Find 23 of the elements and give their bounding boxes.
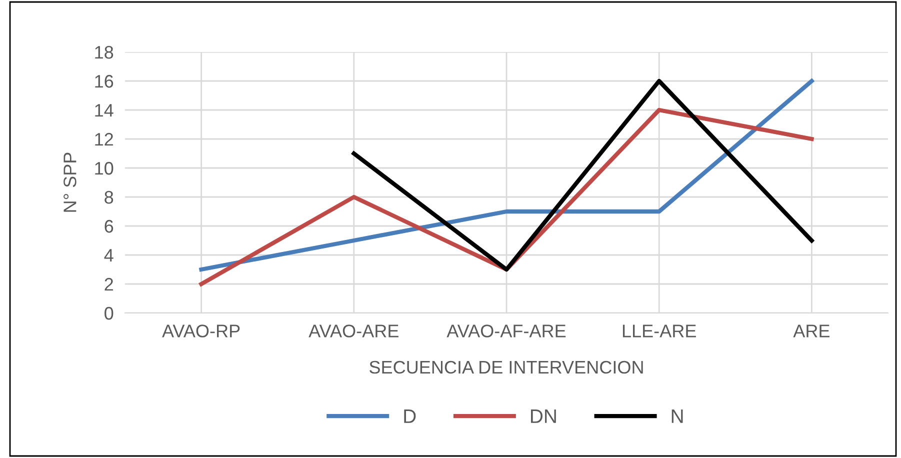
line-series [352,78,814,272]
y-tick-label: 2 [104,278,113,291]
line-series [199,108,814,286]
y-tick-label: 0 [104,306,114,320]
x-axis-title: SECUENCIA DE INTERVENCION [370,360,643,374]
y-tick-label: 6 [104,220,114,233]
legend-label: DN [530,410,556,423]
x-tick-label: AVAO-AF-ARE [446,324,566,338]
x-tick-label: LLE-ARE [622,324,696,338]
x-tick-label: AVAO-ARE [308,324,398,338]
x-tick-label: AVAO-RP [162,324,240,338]
y-tick-label: 18 [95,46,114,59]
y-tick-label: 14 [95,104,114,117]
x-tick-label: ARE [793,324,830,338]
y-tick-label: 16 [95,74,114,88]
legend-label: D [404,410,416,423]
y-tick-label: 4 [104,249,114,262]
y-tick-label: 8 [104,190,114,204]
legend-label: N [672,410,683,423]
y-tick-label: 10 [95,162,114,175]
y-axis-title: N° SPP [64,152,76,212]
y-tick-label: 12 [95,132,113,146]
line-series [199,78,814,272]
